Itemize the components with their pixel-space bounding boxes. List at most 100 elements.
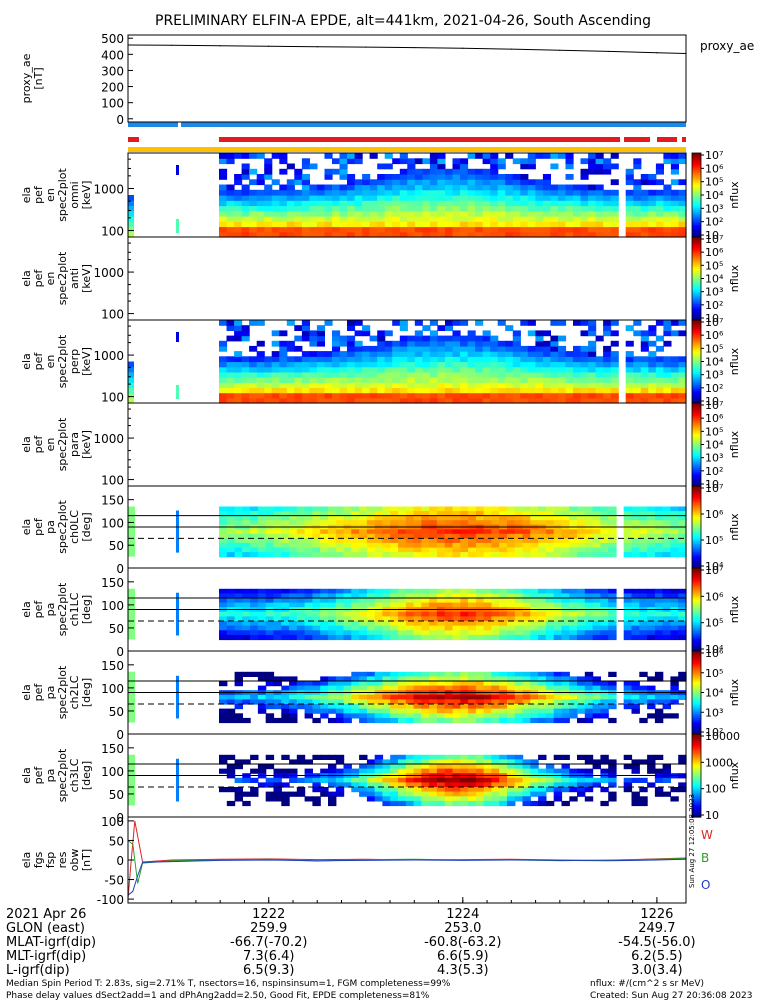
- spectrogram-cell: [490, 210, 499, 217]
- colorbar-segment: [692, 237, 701, 240]
- pa-spectrogram-cell: [670, 588, 679, 594]
- pa-spectrogram-cell: [608, 552, 617, 558]
- spectrogram-cell: [610, 221, 619, 228]
- pa-spectrogram-cell: [390, 529, 399, 535]
- pa-spectrogram-cell: [491, 796, 500, 802]
- pa-spectrogram-cell: [289, 704, 298, 710]
- pa-spectrogram-cell: [281, 704, 290, 710]
- pa-spectrogram-cell: [499, 616, 508, 622]
- spectrogram-cell: [407, 163, 416, 170]
- colorbar-segment: [692, 257, 701, 261]
- pa-spectrogram-cell: [499, 634, 508, 641]
- pa-spectrogram-cell: [592, 616, 601, 622]
- pa-spectrogram-cell: [405, 552, 415, 558]
- colorbar-segment: [692, 400, 701, 404]
- spectrogram-cell: [407, 356, 416, 363]
- spectrogram-cell: [377, 189, 386, 196]
- pa-spectrogram-cell: [273, 616, 282, 622]
- pa-spectrogram-cell: [545, 764, 555, 770]
- spectrogram-cell: [271, 216, 280, 222]
- colorbar-segment: [692, 376, 701, 379]
- spectrogram-cell: [625, 226, 634, 233]
- pa-spectrogram-cell: [491, 625, 500, 631]
- pa-spectrogram-cell: [483, 754, 492, 760]
- pa-spectrogram-cell: [359, 533, 368, 539]
- panel-ylabel-line: en: [44, 188, 57, 202]
- pa-spectrogram-cell: [320, 616, 329, 622]
- spectrogram-cell: [595, 231, 604, 238]
- pa-spectrogram-cell: [460, 708, 469, 714]
- pa-spectrogram-cell: [289, 506, 298, 512]
- spectrogram-cell: [520, 195, 529, 201]
- pa-spectrogram-cell: [647, 694, 656, 700]
- spectrogram-cell: [219, 168, 228, 175]
- pa-spectrogram-cell: [499, 520, 508, 526]
- pa-spectrogram-cell: [452, 681, 461, 687]
- pa-spectrogram-cell: [421, 694, 430, 700]
- colorbar-segment: [692, 763, 701, 766]
- spectrogram-cell: [429, 361, 438, 368]
- status-bar-red-segment: [624, 137, 650, 142]
- pa-spectrogram-cell: [577, 782, 586, 788]
- spectrogram-cell: [332, 168, 341, 175]
- spectrogram-cell: [535, 387, 544, 394]
- spectrogram-cell: [603, 325, 612, 331]
- pa-spectrogram-cell: [600, 506, 609, 512]
- pa-spectrogram-cell: [421, 547, 430, 553]
- pa-spectrogram-cell: [460, 777, 469, 783]
- spectrogram-cell: [271, 210, 280, 217]
- pa-spectrogram-cell: [678, 759, 687, 765]
- spectrogram-cell: [482, 366, 491, 373]
- pa-spectrogram-cell: [328, 764, 337, 770]
- spectrogram-cell: [482, 153, 491, 159]
- pa-spectrogram-cell: [343, 506, 352, 512]
- spectrogram-cell: [339, 221, 348, 228]
- pa-spectrogram-cell: [569, 676, 578, 682]
- pa-spectrogram-cell: [522, 511, 531, 517]
- spectrogram-cell: [535, 153, 544, 159]
- pa-spectrogram-cell: [608, 529, 617, 535]
- spectrogram-cell: [610, 231, 619, 238]
- spectrogram-cell: [625, 392, 634, 399]
- proxy-ae-frame: [127, 34, 687, 123]
- colorbar-segment: [692, 537, 701, 540]
- spectrogram-cell: [512, 351, 521, 357]
- colorbar-segment: [692, 802, 701, 806]
- spectrogram-cell: [354, 382, 363, 389]
- panel-ylabel-line: ela: [20, 519, 33, 536]
- pa-spectrogram-cell: [577, 708, 586, 714]
- pa-spectrogram-cell: [226, 511, 236, 517]
- pa-spectrogram-cell: [335, 538, 345, 544]
- spectrogram-cell: [316, 356, 325, 363]
- spectrogram-cell: [414, 397, 423, 404]
- spectrogram-cell: [603, 168, 612, 175]
- spectrogram-cell: [294, 345, 303, 352]
- pa-spectrogram-cell: [654, 542, 664, 549]
- pa-spectrogram-cell: [257, 538, 267, 544]
- pa-spectrogram-cell: [429, 754, 438, 760]
- spectrogram-cell: [580, 189, 589, 196]
- pa-spectrogram-cell: [670, 602, 679, 608]
- pa-spectrogram-cell: [234, 511, 243, 517]
- pa-spectrogram-cell: [530, 681, 539, 687]
- pa-spectrogram-cell: [405, 611, 415, 617]
- colorbar-tick-label: 10⁵: [705, 342, 723, 355]
- spectrogram-cell: [640, 221, 649, 228]
- spectrogram-cell: [512, 221, 521, 228]
- spectrogram-cell: [512, 371, 521, 378]
- spectrogram-cell: [339, 174, 348, 180]
- pa-spectrogram-cell: [265, 717, 275, 724]
- pa-ytick-label: 100: [101, 682, 124, 696]
- pa-spectrogram-cell: [304, 588, 313, 594]
- pa-spectrogram-cell: [242, 533, 251, 539]
- spectrogram-cell: [565, 377, 574, 383]
- spectrogram-cell: [505, 216, 514, 222]
- pa-spectrogram-cell: [405, 704, 415, 710]
- pa-spectrogram-cell: [382, 791, 391, 797]
- pa-spectrogram-cell: [304, 542, 313, 549]
- pa-spectrogram-cell: [600, 634, 609, 641]
- colorbar-segment: [692, 624, 701, 627]
- pa-spectrogram-cell: [421, 768, 430, 774]
- spectrogram-cell: [445, 320, 454, 326]
- pa-spectrogram-cell: [491, 791, 500, 797]
